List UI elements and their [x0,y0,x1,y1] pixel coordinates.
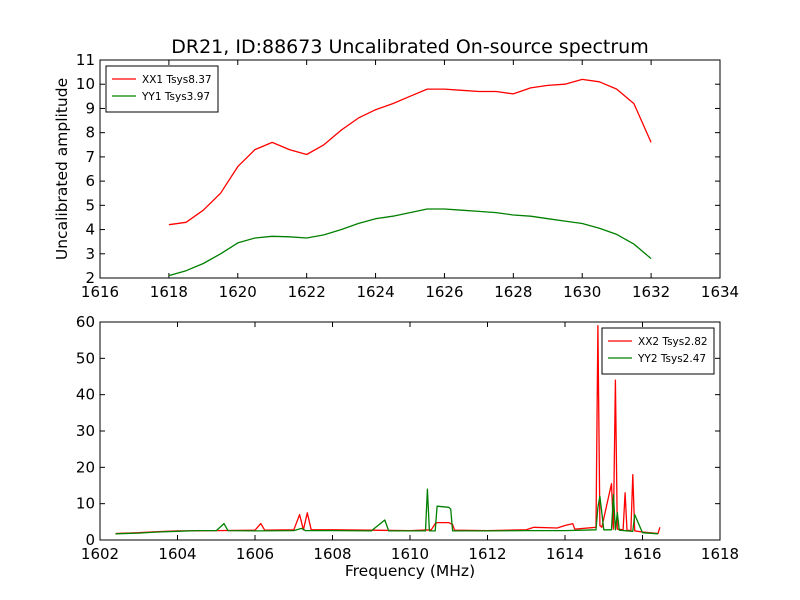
top-panel-legend: XX1 Tsys8.37 YY1 Tsys3.97 [105,65,219,113]
legend-label: XX1 Tsys8.37 [142,74,212,86]
bottom-panel-frame [99,321,721,541]
bottom-panel-series [115,324,661,535]
ytick-label: 30 [76,422,95,440]
ytick-label: 50 [76,349,95,367]
ytick-label: 9 [85,99,95,117]
xtick-label: 1620 [219,283,257,301]
legend-label: XX2 Tsys2.82 [638,336,708,348]
top-panel-frame [99,59,721,279]
top-spectrum-panel: Uncalibrated amplitude 1616 1618 1620 1622 1… [53,51,739,301]
xtick-label: 1630 [563,283,601,301]
ytick-label: 5 [85,196,95,214]
legend-label: YY1 Tsys3.97 [141,91,210,103]
ytick-label: 20 [76,458,95,476]
figure-xlabel: Frequency (MHz) [345,562,475,580]
legend-label: YY2 Tsys2.47 [637,353,706,365]
ytick-label: 3 [85,245,95,263]
xtick-label: 1608 [313,545,351,563]
xtick-label: 1624 [356,283,394,301]
xtick-label: 1604 [158,545,196,563]
ytick-label: 8 [85,124,95,142]
top-panel-series [168,78,652,277]
ytick-label: 0 [85,531,95,549]
ytick-label: 6 [85,172,95,190]
figure-title: DR21, ID:88673 Uncalibrated On-source sp… [171,36,648,58]
xtick-label: 1618 [150,283,188,301]
xtick-label: 1628 [494,283,532,301]
ytick-label: 11 [76,51,95,69]
ytick-label: 4 [85,221,95,239]
xtick-label: 1622 [288,283,326,301]
bottom-panel-legend: XX2 Tsys2.82 YY2 Tsys2.47 [601,327,715,375]
legend-box [105,65,219,113]
ytick-label: 60 [76,313,95,331]
ytick-label: 10 [76,75,95,93]
series-line-1 [115,488,659,535]
series-line-0 [168,78,652,226]
top-panel-ylabel: Uncalibrated amplitude [53,78,71,260]
xtick-label: 1616 [623,545,661,563]
xtick-label: 1616 [81,283,119,301]
ytick-label: 10 [76,495,95,513]
series-line-1 [168,208,652,277]
xtick-label: 1634 [701,283,739,301]
xtick-label: 1626 [425,283,463,301]
xtick-label: 1602 [81,545,119,563]
xtick-label: 1610 [391,545,429,563]
xtick-label: 1614 [546,545,584,563]
bottom-panel-ticks: 1602 1604 1606 1608 1610 1612 1614 1616 1618 0 10 2… [76,313,739,563]
xtick-label: 1618 [701,545,739,563]
xtick-label: 1632 [632,283,670,301]
top-panel-ticks: 1616 1618 1620 1622 1624 1626 1628 1630 1632 1634… [76,51,739,301]
xtick-label: 1612 [468,545,506,563]
bottom-spectrum-panel: 1602 1604 1606 1608 1610 1612 1614 1616 1618 0 10 2… [76,313,739,563]
ytick-label: 2 [85,269,95,287]
ytick-label: 7 [85,148,95,166]
xtick-label: 1606 [236,545,274,563]
ytick-label: 40 [76,386,95,404]
legend-box [601,327,715,375]
